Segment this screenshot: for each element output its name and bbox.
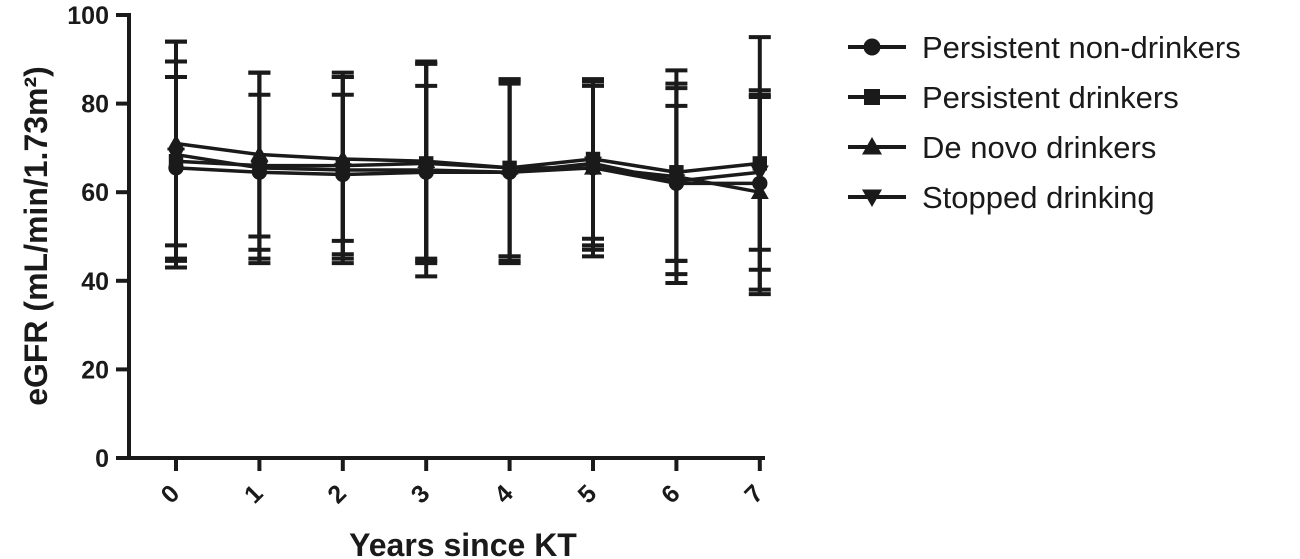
- series-line: [175, 141, 761, 194]
- y-tick-label: 40: [81, 268, 109, 296]
- legend-label: De novo drinkers: [922, 130, 1156, 165]
- x-tick-label: 6: [656, 480, 686, 510]
- legend-label: Persistent non-drinkers: [922, 30, 1241, 65]
- y-tick-label: 80: [81, 91, 109, 119]
- legend-item-2: De novo drinkers: [848, 130, 1156, 165]
- data-point: [750, 165, 769, 182]
- x-tick-label: 3: [406, 480, 436, 510]
- data-point: [500, 165, 519, 182]
- legend-marker: [862, 137, 882, 155]
- x-axis-title: Years since KT: [349, 527, 577, 559]
- x-tick-label: 4: [489, 479, 519, 509]
- legend-marker: [864, 89, 880, 105]
- series-3: [165, 39, 771, 279]
- y-tick-label: 0: [95, 445, 109, 473]
- legend-label: Stopped drinking: [922, 180, 1155, 215]
- data-point: [417, 163, 436, 180]
- legend-item-0: Persistent non-drinkers: [848, 30, 1241, 65]
- legend-item-1: Persistent drinkers: [848, 80, 1179, 115]
- x-tick-label: 1: [239, 479, 269, 509]
- x-tick-label: 7: [739, 480, 769, 510]
- legend-label: Persistent drinkers: [922, 80, 1179, 115]
- y-tick-label: 20: [81, 356, 109, 384]
- data-point: [167, 147, 185, 164]
- legend: Persistent non-drinkers Persistent drinke…: [848, 30, 1241, 215]
- series-layer: [165, 35, 771, 297]
- y-tick-label: 60: [81, 179, 109, 207]
- legend-item-3: Stopped drinking: [848, 180, 1155, 215]
- data-point: [333, 163, 352, 180]
- y-axis-title: eGFR (mL/min/1.73m²): [18, 66, 54, 406]
- x-tick-label: 2: [322, 480, 352, 510]
- data-point: [584, 156, 602, 173]
- y-tick-label: 100: [67, 2, 109, 30]
- x-tick-label: 5: [573, 479, 603, 509]
- legend-marker: [863, 38, 881, 56]
- x-tick-label: 0: [156, 480, 186, 510]
- data-point: [667, 174, 686, 191]
- data-point: [250, 161, 269, 177]
- legend-marker: [862, 189, 882, 207]
- series-line: [175, 152, 760, 183]
